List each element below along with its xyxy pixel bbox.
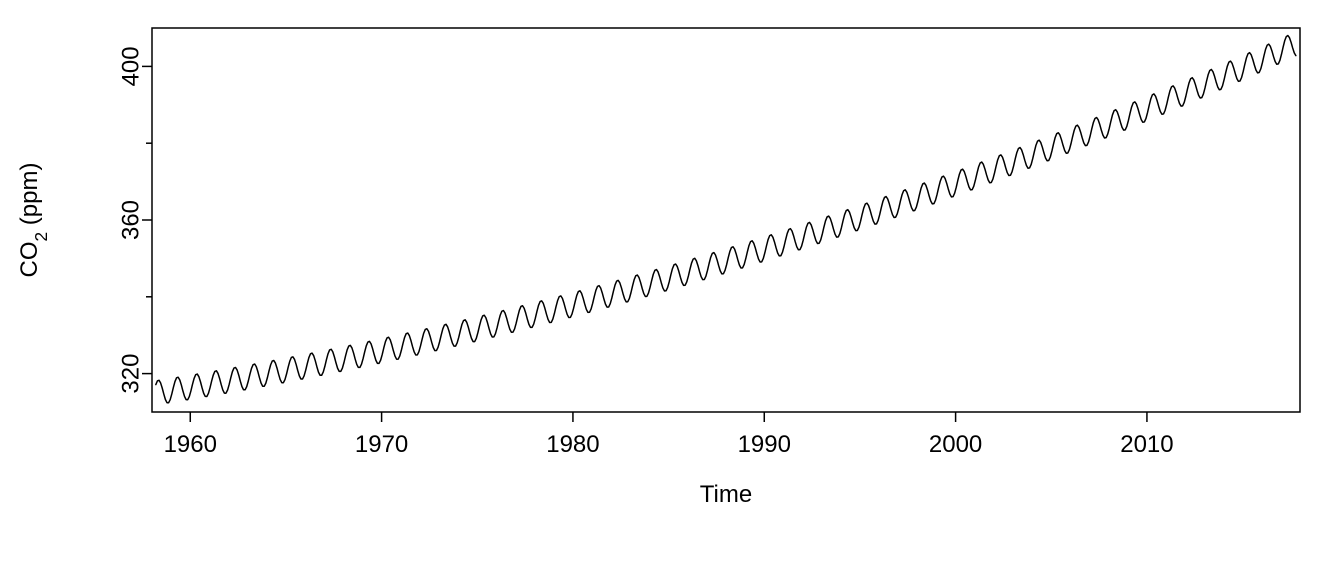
x-axis: 1960 1970 1980 1990 2000 2010 [164, 412, 1174, 458]
y-tick-label: 320 [117, 354, 144, 394]
chart-svg: 196019701980199020002010 320360400 Time … [0, 0, 1344, 576]
y-axis: 320 360 400 [117, 46, 152, 393]
co2-timeseries-chart: 196019701980199020002010 320360400 Time … [0, 0, 1344, 576]
plot-frame [152, 28, 1300, 412]
y-tick-label: 360 [117, 200, 144, 240]
x-axis-label: Time [700, 481, 752, 508]
y-tick-label: 400 [117, 46, 144, 86]
x-tick-label: 1980 [546, 431, 599, 458]
data-line [156, 36, 1296, 403]
x-tick-label: 2010 [1120, 431, 1173, 458]
x-tick-label: 1960 [164, 431, 217, 458]
x-tick-label: 2000 [929, 431, 982, 458]
x-tick-label: 1970 [355, 431, 408, 458]
y-axis-label: CO2 (ppm) [16, 163, 51, 278]
x-tick-label: 1990 [738, 431, 791, 458]
